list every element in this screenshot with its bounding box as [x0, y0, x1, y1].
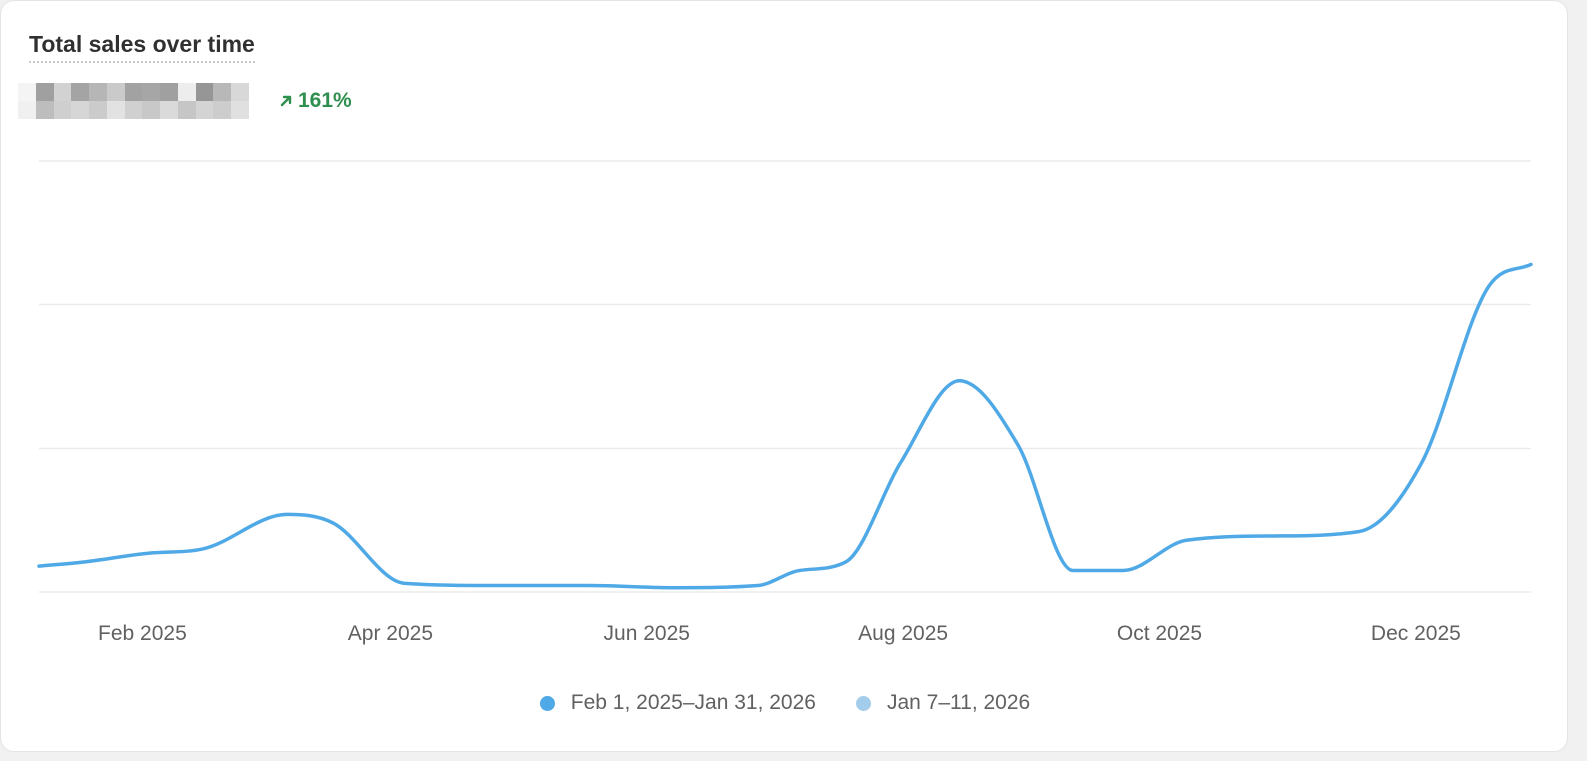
series-line-0[interactable]	[37, 262, 1533, 590]
x-tick-label: Feb 2025	[98, 622, 187, 645]
x-tick-label: Dec 2025	[1371, 622, 1461, 645]
legend-label-current: Feb 1, 2025–Jan 31, 2026	[570, 691, 816, 714]
x-axis-ticks: Feb 2025 Apr 2025 Jun 2025 Aug 2025 Oct 2025…	[98, 622, 1461, 645]
x-tick-label: Jun 2025	[604, 622, 690, 645]
redacted-total-value	[18, 83, 249, 119]
change-percent: 161%	[298, 89, 352, 112]
legend-dot-current	[539, 695, 555, 711]
arrow-up-right-icon	[280, 95, 292, 107]
card-title[interactable]: Total sales over time	[29, 29, 255, 63]
change-indicator: 161%	[279, 89, 352, 113]
x-tick-label: Apr 2025	[348, 622, 433, 645]
legend-item-comparison[interactable]: Jan 7–11, 2026	[855, 691, 1031, 715]
x-tick-label: Aug 2025	[858, 622, 948, 645]
gridlines	[39, 160, 1531, 593]
sales-line-chart: Feb 2025 Apr 2025 Jun 2025 Aug 2025 Oct 2025…	[37, 160, 1533, 645]
series-lines	[37, 262, 1533, 590]
legend-dot-comparison	[855, 695, 871, 711]
metric-row: 161%	[18, 83, 352, 119]
total-sales-card: Total sales over time 161% Feb 2025 Apr 2…	[0, 0, 1568, 752]
legend-item-current[interactable]: Feb 1, 2025–Jan 31, 2026	[539, 691, 816, 715]
x-tick-label: Oct 2025	[1117, 622, 1202, 645]
chart-legend: Feb 1, 2025–Jan 31, 2026 Jan 7–11, 2026	[1, 691, 1569, 715]
legend-label-comparison: Jan 7–11, 2026	[886, 691, 1031, 714]
